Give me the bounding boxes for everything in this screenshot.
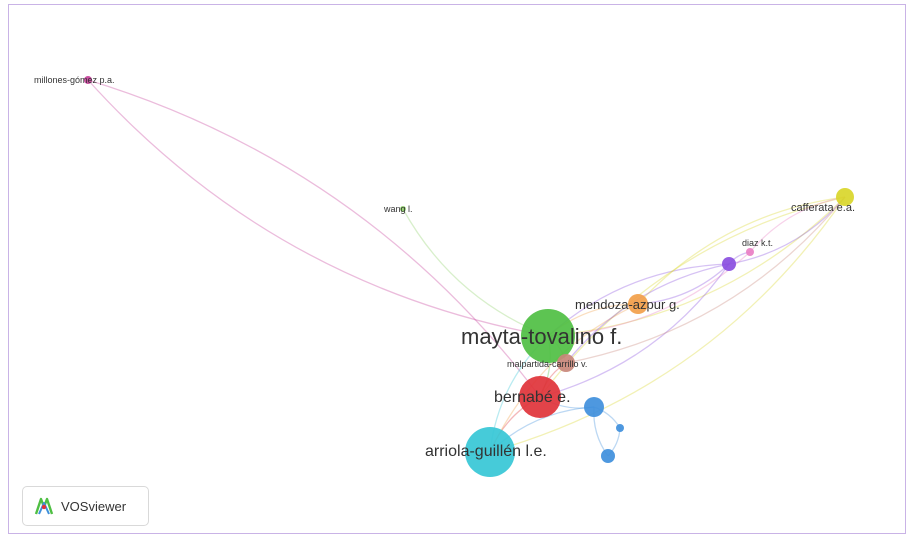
node-malpartida-carrillo[interactable] (557, 354, 575, 372)
link-arriola-guillen-mendoza-azpur (489, 303, 639, 453)
node-blue-2[interactable] (601, 449, 615, 463)
link-purple-node-cafferata (728, 196, 846, 265)
label-wang[interactable]: wang l. (383, 204, 413, 214)
label-arriola-guillen[interactable]: arriola-guillén l.e. (425, 443, 547, 460)
label-millones-gomez[interactable]: millones-gómez p.a. (34, 75, 115, 85)
link-bernabe-purple-node (539, 263, 730, 398)
node-millones-gomez[interactable] (84, 76, 92, 84)
link-millones-gomez-mayta-tovalino (87, 79, 549, 337)
nodes-layer (84, 76, 854, 477)
link-mayta-tovalino-cafferata (547, 196, 846, 337)
link-wang-mayta-tovalino (402, 208, 549, 337)
node-blue-3[interactable] (616, 424, 624, 432)
node-arriola-guillen[interactable] (465, 427, 515, 477)
label-malpartida-carrillo[interactable]: malpartida-carrillo v. (507, 359, 587, 369)
link-diaz-cafferata (749, 196, 846, 253)
node-bernabe[interactable] (519, 376, 561, 418)
vosviewer-label: VOSviewer (61, 498, 127, 514)
node-purple-node[interactable] (722, 257, 736, 271)
label-mayta-tovalino[interactable]: mayta-tovalino f. (461, 324, 622, 349)
node-mayta-tovalino[interactable] (521, 309, 575, 363)
link-mendoza-azpur-purple-node (637, 263, 730, 305)
link-mendoza-azpur-cafferata (637, 196, 846, 305)
node-diaz[interactable] (746, 248, 754, 256)
vosviewer-badge[interactable]: VOSviewer (22, 486, 149, 526)
link-millones-gomez-bernabe (87, 79, 541, 398)
label-bernabe[interactable]: bernabé e. (494, 389, 571, 406)
link-malpartida-carrillo-cafferata (565, 196, 846, 364)
node-cafferata[interactable] (836, 188, 854, 206)
vosviewer-logo-icon (34, 497, 54, 515)
node-wang[interactable] (400, 206, 406, 212)
node-blue-1[interactable] (584, 397, 604, 417)
link-arriola-guillen-cafferata (489, 196, 846, 453)
label-cafferata[interactable]: cafferata e.a. (791, 202, 855, 214)
network-frame (8, 4, 906, 534)
labels-layer: millones-gómez p.a. wang l. mayta-tovalino… (34, 75, 855, 460)
label-diaz[interactable]: diaz k.t. (742, 238, 773, 248)
node-mendoza-azpur[interactable] (628, 294, 648, 314)
label-mendoza-azpur[interactable]: mendoza-azpur g. (575, 297, 680, 312)
